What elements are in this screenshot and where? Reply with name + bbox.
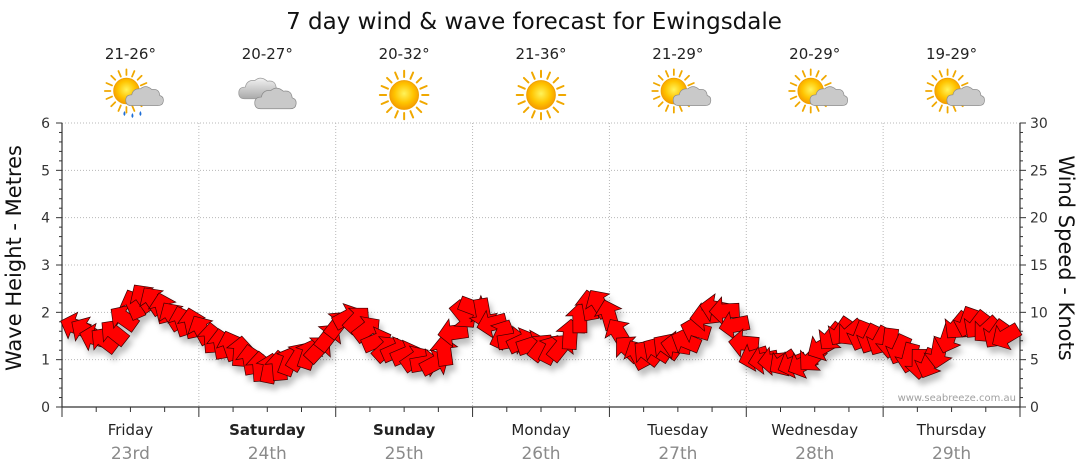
left-tick-label: 5 bbox=[41, 163, 50, 179]
day-label: Thursday bbox=[916, 421, 987, 439]
temperature-range: 20-29° bbox=[789, 45, 840, 63]
left-tick-label: 3 bbox=[41, 258, 50, 274]
right-tick-label: 15 bbox=[1030, 258, 1048, 274]
left-tick-label: 0 bbox=[41, 400, 50, 416]
date-label: 26th bbox=[521, 444, 560, 464]
temperature-range: 20-27° bbox=[242, 45, 293, 63]
daily-weather-summary: 21-26° 20-27° 20-32° 21-36° 21-29° 20-29° 19-2… bbox=[103, 45, 985, 121]
wind-arrow bbox=[671, 326, 703, 354]
wind-series bbox=[60, 284, 1023, 385]
day-label: Monday bbox=[511, 421, 570, 439]
right-tick-label: 20 bbox=[1030, 211, 1048, 227]
day-label: Saturday bbox=[229, 421, 306, 439]
wind-arrow bbox=[992, 322, 1023, 351]
left-tick-label: 1 bbox=[41, 353, 50, 369]
temperature-range: 21-29° bbox=[652, 45, 703, 63]
grid-lines bbox=[62, 122, 1020, 407]
left-tick-label: 6 bbox=[41, 116, 50, 132]
date-label: 29th bbox=[932, 444, 971, 464]
temperature-range: 21-36° bbox=[515, 45, 566, 63]
day-label: Sunday bbox=[373, 421, 436, 439]
right-tick-label: 5 bbox=[1030, 353, 1039, 369]
left-tick-label: 4 bbox=[41, 211, 50, 227]
chart-title: 7 day wind & wave forecast for Ewingsdal… bbox=[286, 9, 782, 35]
day-label: Friday bbox=[108, 421, 154, 439]
date-label: 23rd bbox=[111, 444, 150, 464]
day-label: Wednesday bbox=[771, 421, 858, 439]
temperature-range: 19-29° bbox=[926, 45, 977, 63]
sunny-icon bbox=[378, 69, 430, 121]
day-label: Tuesday bbox=[646, 421, 708, 439]
cloudy-icon bbox=[238, 77, 297, 110]
wind-arrow bbox=[728, 328, 760, 358]
right-tick-label: 10 bbox=[1030, 305, 1048, 321]
axes: 0 1 2 3 4 5 6 0 5 10 15 20 25 30 bbox=[41, 116, 1048, 417]
day-labels: Friday 23rd Saturday 24th Sunday 25th Monday 26… bbox=[108, 421, 987, 464]
partly-cloudy-icon bbox=[788, 68, 849, 114]
watermark: www.seabreeze.com.au bbox=[898, 393, 1016, 404]
left-axis-title: Wave Height - Metres bbox=[2, 145, 26, 371]
temperature-range: 21-26° bbox=[105, 45, 156, 63]
right-tick-label: 25 bbox=[1030, 163, 1048, 179]
right-tick-label: 30 bbox=[1030, 116, 1048, 132]
partly-cloudy-icon bbox=[925, 68, 985, 114]
date-label: 27th bbox=[658, 444, 697, 464]
wind-arrow bbox=[101, 319, 131, 348]
right-tick-label: 0 bbox=[1030, 400, 1039, 416]
date-label: 25th bbox=[385, 444, 424, 464]
sunny-icon bbox=[515, 69, 567, 121]
left-tick-label: 2 bbox=[41, 305, 50, 321]
right-axis-title: Wind Speed - Knots bbox=[1054, 155, 1078, 360]
date-label: 24th bbox=[248, 444, 287, 464]
date-label: 28th bbox=[795, 444, 834, 464]
wind-arrow bbox=[476, 309, 509, 339]
wind-arrow bbox=[718, 310, 751, 341]
wind-arrow bbox=[680, 314, 712, 344]
partly-cloudy-icon bbox=[651, 68, 712, 114]
partly-cloudy-showers-icon bbox=[103, 68, 164, 118]
wind-arrow bbox=[708, 296, 740, 326]
temperature-range: 20-32° bbox=[379, 45, 430, 63]
